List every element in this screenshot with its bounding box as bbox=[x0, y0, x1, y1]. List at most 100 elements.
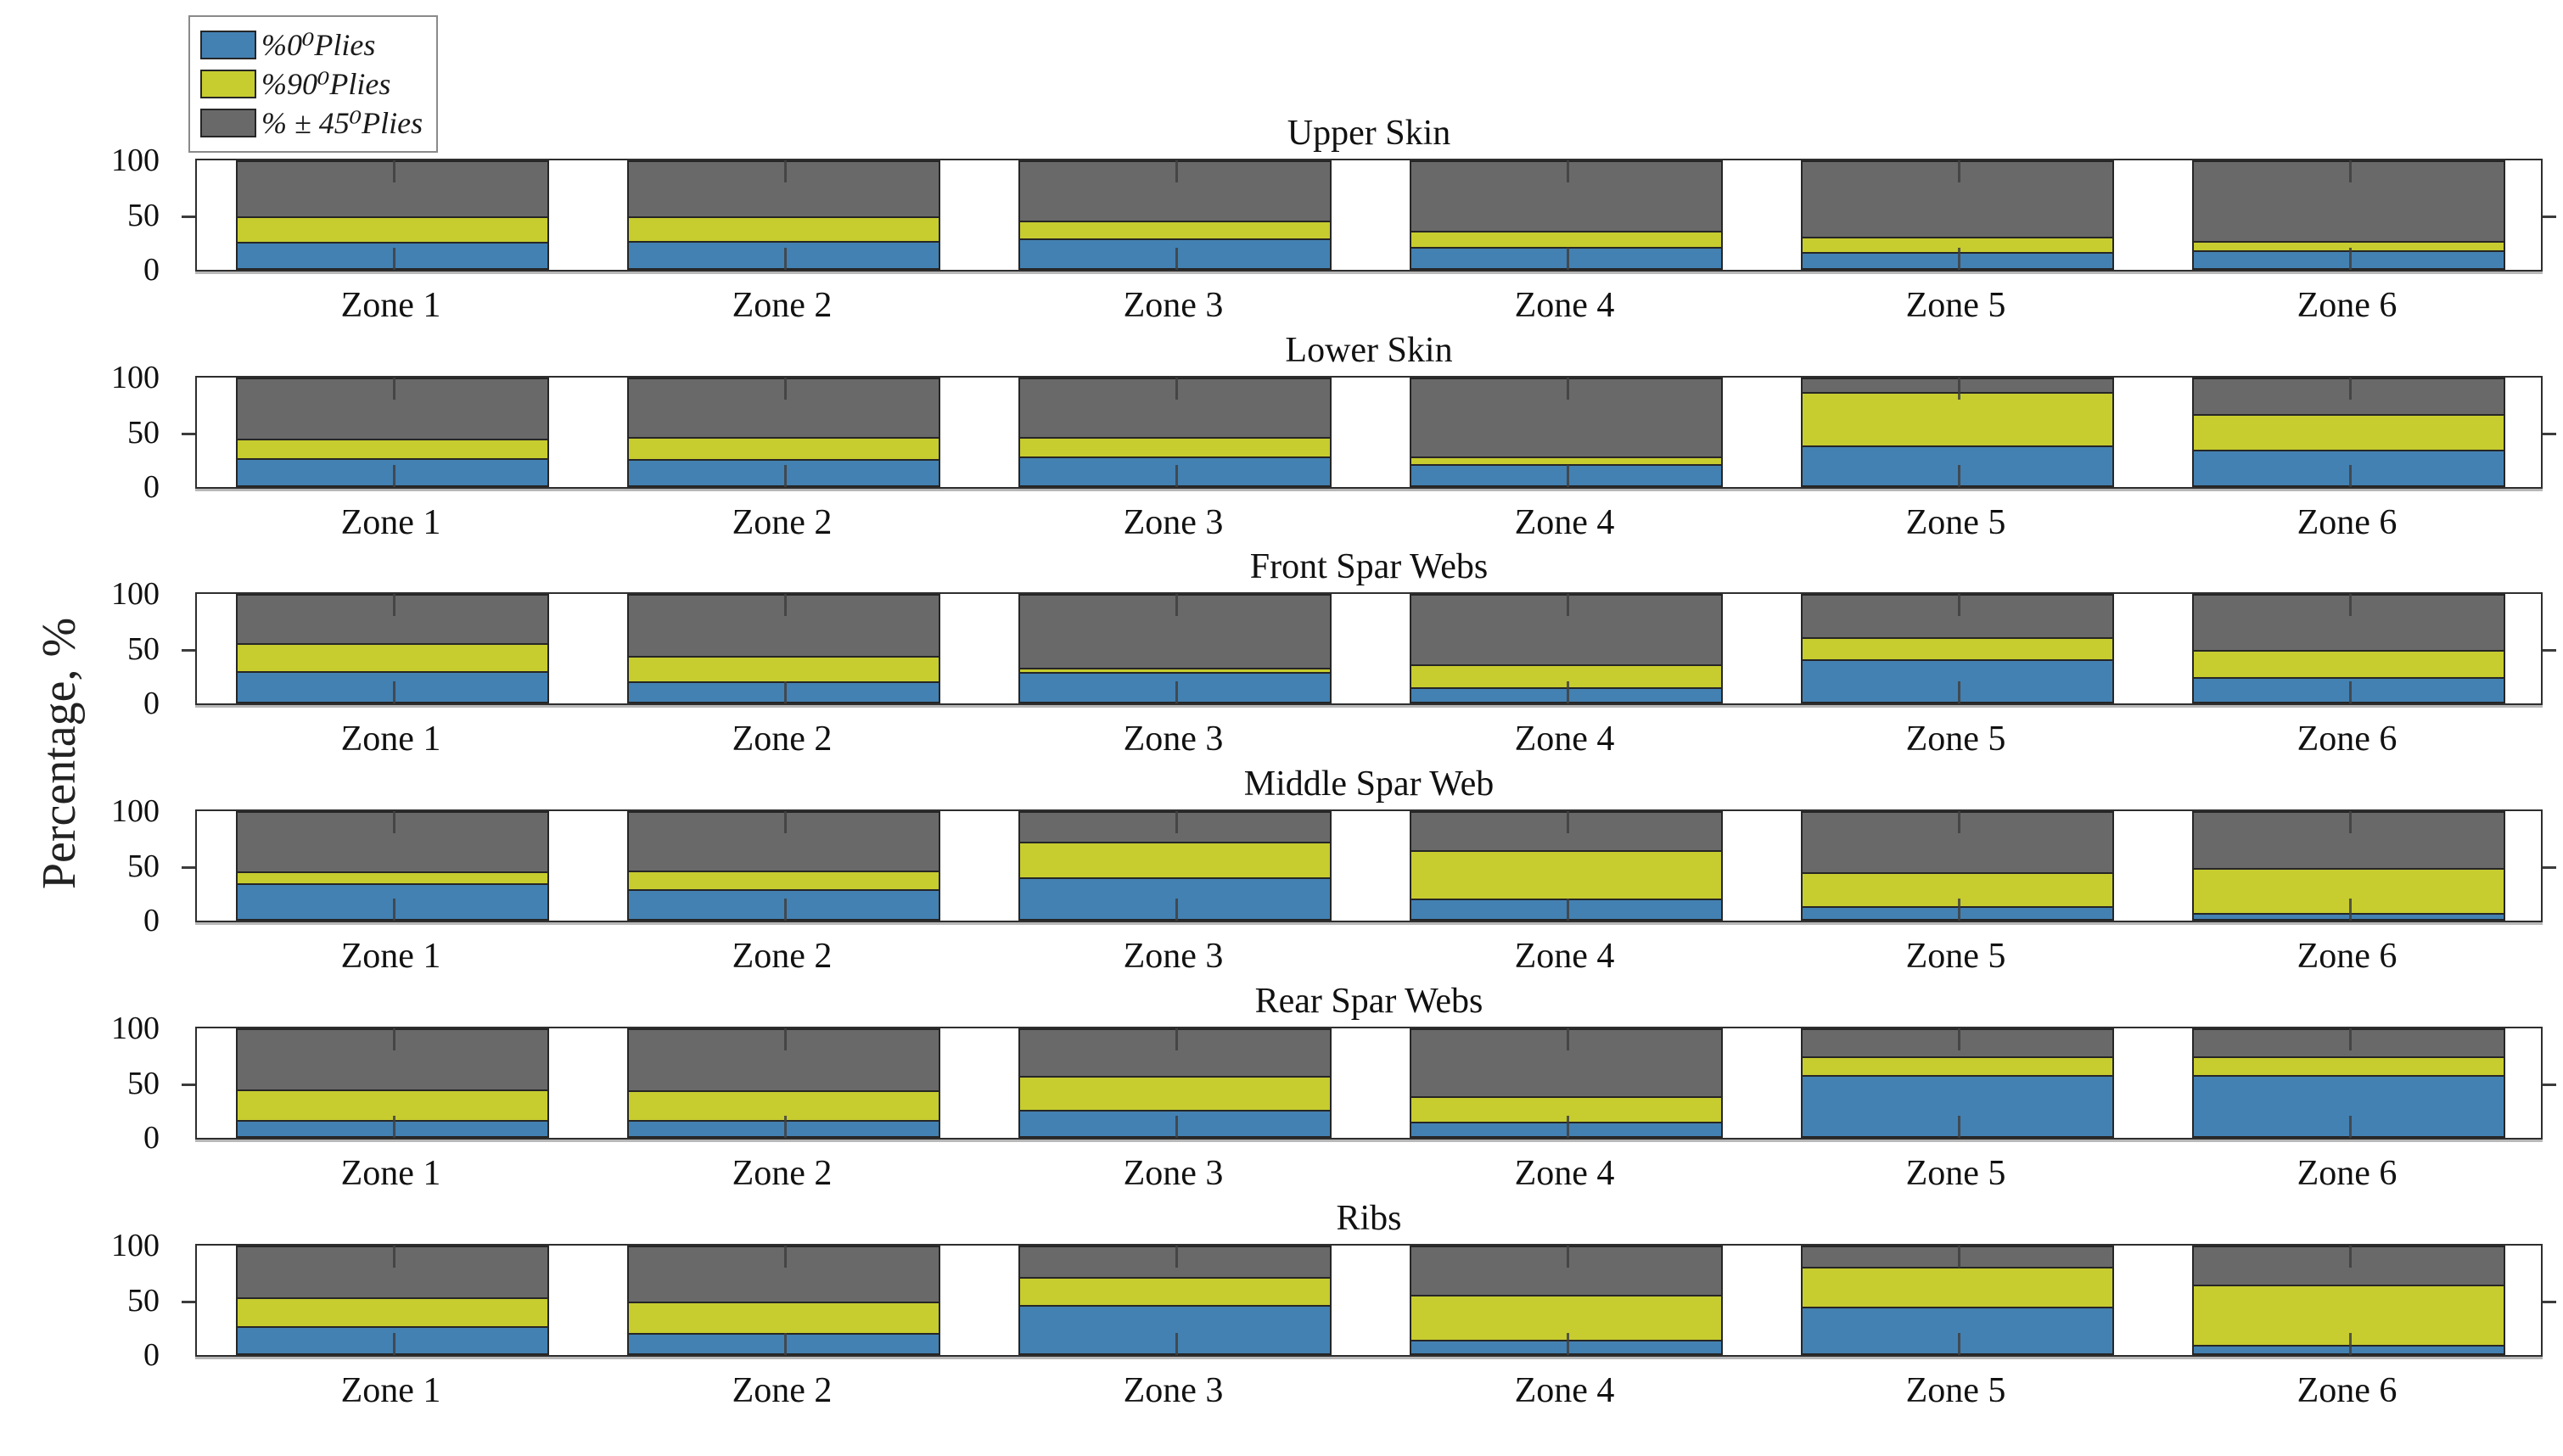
x-tick-mark bbox=[1957, 160, 1960, 182]
segment-plies0 bbox=[2194, 1345, 2504, 1353]
x-tick-mark bbox=[392, 1333, 395, 1355]
x-tick-labels: Zone 1 Zone 2 Zone 3 Zone 4 Zone 5 Zone 6 bbox=[195, 285, 2543, 329]
segment-plies0 bbox=[1411, 247, 1721, 268]
stacked-bar-zone-2 bbox=[627, 1028, 940, 1138]
legend-item: % ± 45⁰Plies bbox=[200, 104, 423, 143]
x-tick-mark bbox=[1566, 1333, 1569, 1355]
plot-axes: 100 50 0 bbox=[111, 1011, 2556, 1156]
y-tick-mark bbox=[2543, 648, 2556, 652]
y-tick-label: 0 bbox=[143, 1120, 160, 1156]
segment-plies45 bbox=[2194, 1247, 2504, 1285]
x-tick-mark bbox=[2348, 811, 2352, 833]
x-tick-label: Zone 6 bbox=[2297, 937, 2398, 976]
y-tick-label: 100 bbox=[111, 143, 160, 178]
x-tick-label: Zone 6 bbox=[2297, 286, 2398, 325]
segment-plies90 bbox=[629, 656, 939, 682]
y-tick-mark bbox=[2543, 865, 2556, 869]
x-tick-label: Zone 1 bbox=[340, 1154, 441, 1193]
stacked-bar-zone-4 bbox=[1410, 1028, 1723, 1138]
stacked-bar-zone-6 bbox=[2192, 1028, 2505, 1138]
stacked-bar-zone-2 bbox=[627, 1246, 940, 1355]
segment-plies90 bbox=[1803, 1056, 2112, 1075]
x-tick-mark bbox=[1175, 1333, 1178, 1355]
segment-plies45 bbox=[1411, 1030, 1721, 1096]
segment-plies45 bbox=[1020, 596, 1330, 668]
x-tick-label: Zone 6 bbox=[2297, 720, 2398, 759]
segment-plies90 bbox=[1020, 668, 1330, 672]
x-tick-label: Zone 5 bbox=[1905, 1371, 2006, 1410]
x-tick-label: Zone 1 bbox=[340, 1371, 441, 1410]
x-tick-mark bbox=[783, 1246, 787, 1268]
segment-plies45 bbox=[2194, 1030, 2504, 1057]
plot-axes: 100 50 0 bbox=[111, 143, 2556, 288]
y-tick-mark bbox=[182, 865, 195, 869]
x-tick-mark bbox=[1175, 160, 1178, 182]
x-tick-mark bbox=[1957, 899, 1960, 921]
x-tick-mark bbox=[1957, 1028, 1960, 1050]
x-tick-mark bbox=[392, 1246, 395, 1268]
x-tick-mark bbox=[783, 465, 787, 487]
legend-label: % ± 45⁰Plies bbox=[261, 106, 423, 140]
y-tick-label: 100 bbox=[111, 360, 160, 395]
subplot: Front Spar Webs 100 50 0 Zone 1 Zone 2 Zone … bbox=[0, 547, 2563, 804]
plies90-swatch-icon bbox=[200, 70, 256, 98]
x-tick-mark bbox=[2348, 465, 2352, 487]
y-tick-mark bbox=[2543, 1300, 2556, 1303]
x-tick-mark bbox=[392, 1028, 395, 1050]
x-tick-label: Zone 5 bbox=[1905, 286, 2006, 325]
segment-plies90 bbox=[629, 216, 939, 241]
segment-plies90 bbox=[238, 643, 547, 671]
x-tick-label: Zone 2 bbox=[732, 720, 833, 759]
segment-plies0 bbox=[2194, 1074, 2504, 1136]
x-tick-label: Zone 6 bbox=[2297, 1154, 2398, 1193]
legend-label: %0⁰Plies bbox=[261, 28, 376, 62]
y-tick-mark bbox=[182, 1300, 195, 1303]
segment-plies45 bbox=[238, 813, 547, 871]
segment-plies0 bbox=[238, 457, 547, 485]
stacked-bar-zone-3 bbox=[1018, 160, 1332, 270]
x-tick-mark bbox=[1566, 465, 1569, 487]
subplot-title: Lower Skin bbox=[1285, 331, 1453, 370]
x-tick-mark bbox=[1175, 899, 1178, 921]
x-tick-mark bbox=[783, 681, 787, 703]
stacked-bar-zone-5 bbox=[1801, 160, 2114, 270]
segment-plies0 bbox=[1803, 445, 2112, 485]
segment-plies90 bbox=[1803, 236, 2112, 253]
x-tick-mark bbox=[1566, 160, 1569, 182]
y-tick-label: 50 bbox=[127, 1065, 160, 1101]
x-tick-mark bbox=[2348, 160, 2352, 182]
segment-plies45 bbox=[1411, 1247, 1721, 1296]
stacked-bar-zone-1 bbox=[236, 160, 549, 270]
segment-plies0 bbox=[1803, 906, 2112, 919]
segment-plies90 bbox=[1020, 436, 1330, 457]
segment-plies45 bbox=[238, 379, 547, 439]
segment-plies90 bbox=[1020, 220, 1330, 238]
x-tick-mark bbox=[1175, 811, 1178, 833]
segment-plies0 bbox=[1411, 1339, 1721, 1353]
stacked-bar-zone-6 bbox=[2192, 378, 2505, 487]
segment-plies0 bbox=[629, 1120, 939, 1136]
segment-plies90 bbox=[1803, 872, 2112, 906]
subplot-title: Upper Skin bbox=[1287, 114, 1451, 153]
segment-plies45 bbox=[238, 1030, 547, 1089]
x-tick-mark bbox=[1566, 1116, 1569, 1138]
x-tick-mark bbox=[1957, 811, 1960, 833]
y-tick-label: 100 bbox=[111, 576, 160, 612]
x-tick-label: Zone 6 bbox=[2297, 1371, 2398, 1410]
segment-plies0 bbox=[1020, 456, 1330, 485]
stacked-bar-zone-1 bbox=[236, 811, 549, 921]
x-tick-mark bbox=[1175, 465, 1178, 487]
segment-plies90 bbox=[1411, 1095, 1721, 1122]
subplot: Upper Skin 100 50 0 Zone 1 Zone 2 Zone 3 Zone… bbox=[0, 114, 2563, 371]
segment-plies45 bbox=[1020, 162, 1330, 221]
x-tick-labels: Zone 1 Zone 2 Zone 3 Zone 4 Zone 5 Zone 6 bbox=[195, 1153, 2543, 1197]
x-tick-mark bbox=[1175, 1116, 1178, 1138]
segment-plies90 bbox=[238, 871, 547, 883]
x-tick-mark bbox=[1957, 1246, 1960, 1268]
segment-plies0 bbox=[2194, 249, 2504, 268]
segment-plies90 bbox=[238, 1089, 547, 1121]
y-tick-mark bbox=[2543, 432, 2556, 435]
x-tick-mark bbox=[392, 465, 395, 487]
segment-plies90 bbox=[238, 216, 547, 242]
stacked-bar-zone-4 bbox=[1410, 1246, 1723, 1355]
